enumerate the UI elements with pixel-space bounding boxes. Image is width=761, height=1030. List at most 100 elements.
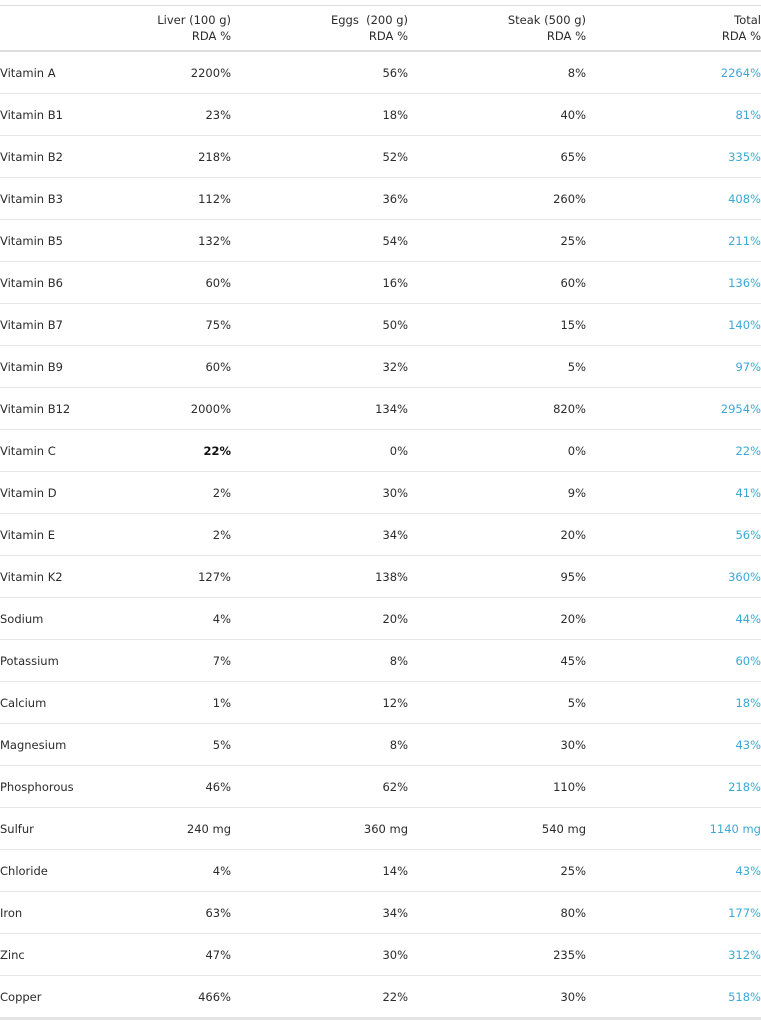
table-row: Zinc 47% 30% 235% 312% — [0, 933, 761, 976]
header-row: Liver (100 g) RDA % Eggs (200 g) RDA % S… — [0, 5, 761, 52]
nutrient-name-cell: Copper — [0, 989, 42, 1004]
nutrient-name-cell: Vitamin B9 — [0, 345, 124, 388]
nutrient-name-cell: Vitamin E — [0, 513, 124, 556]
nutrient-name-cell: Vitamin B3 — [0, 177, 124, 220]
table-row: Vitamin B7 75% 50% 15% 140% — [0, 303, 761, 346]
table-header: Liver (100 g) RDA % Eggs (200 g) RDA % S… — [0, 5, 761, 52]
header-steak-unit: RDA % — [546, 29, 586, 43]
total-rda-cell: 41% — [586, 471, 761, 514]
nutrient-name-cell: Vitamin K2 — [0, 555, 124, 598]
eggs-rda-cell: 0% — [231, 429, 408, 472]
total-rda-cell: 18% — [586, 681, 761, 724]
total-rda-cell: 312% — [586, 933, 761, 976]
header-steak-title: Steak (500 g) — [507, 13, 586, 27]
nutrient-name-cell: Vitamin B7 — [0, 303, 124, 346]
steak-rda-cell: 40% — [408, 93, 586, 136]
total-rda-cell: 43% — [586, 849, 761, 892]
table-row: Vitamin E 2% 34% 20% 56% — [0, 513, 761, 556]
table-row: Vitamin C 22% 0% 0% 22% — [0, 429, 761, 472]
total-rda-cell: 360% — [586, 555, 761, 598]
steak-rda-cell: 65% — [408, 135, 586, 178]
header-total: Total RDA % — [586, 5, 761, 52]
table-body: Vitamin A 2200% 56% 8% 2264% Vitamin B1 23% 18%… — [0, 51, 761, 1019]
total-rda-cell: 408% — [586, 177, 761, 220]
table-row: Vitamin B3 112% 36% 260% 408% — [0, 177, 761, 220]
eggs-rda-cell: 134% — [231, 387, 408, 430]
liver-rda-cell: 2% — [124, 513, 231, 556]
nutrient-name-cell: Sodium — [0, 597, 124, 640]
table-row: Vitamin K2 127% 138% 95% 360% — [0, 555, 761, 598]
table-row: Sodium 4% 20% 20% 44% — [0, 597, 761, 640]
eggs-rda-cell: 16% — [231, 261, 408, 304]
table-row: Potassium 7% 8% 45% 60% — [0, 639, 761, 682]
steak-rda-cell: 30% — [408, 723, 586, 766]
header-liver-title: Liver (100 g) — [157, 13, 231, 27]
steak-rda-cell: 9% — [408, 471, 586, 514]
table-row: Vitamin A 2200% 56% 8% 2264% — [0, 51, 761, 94]
header-total-unit: RDA % — [721, 29, 761, 43]
total-rda-cell: 1140 mg — [586, 807, 761, 850]
liver-rda-cell: 5% — [124, 723, 231, 766]
total-rda-cell: 43% — [586, 723, 761, 766]
nutrient-name-cell: Vitamin C — [0, 429, 124, 472]
total-rda-cell: 56% — [586, 513, 761, 556]
steak-rda-cell: 80% — [408, 891, 586, 934]
table-row: Vitamin D 2% 30% 9% 41% — [0, 471, 761, 514]
header-liver-unit: RDA % — [191, 29, 231, 43]
nutrient-name-cell: Magnesium — [0, 723, 124, 766]
nutrient-name-cell: Zinc — [0, 933, 124, 976]
table-row: Vitamin B9 60% 32% 5% 97% — [0, 345, 761, 388]
liver-rda-cell: 22% — [124, 429, 231, 472]
table-row: Magnesium 5% 8% 30% 43% — [0, 723, 761, 766]
steak-rda-cell: 95% — [408, 555, 586, 598]
liver-rda-cell: 240 mg — [124, 807, 231, 850]
eggs-rda-cell: 8% — [231, 639, 408, 682]
liver-rda-cell: 63% — [124, 891, 231, 934]
nutrient-name-cell: Chloride — [0, 849, 124, 892]
eggs-rda-cell: 14% — [231, 849, 408, 892]
eggs-rda-cell: 62% — [231, 765, 408, 808]
liver-rda-cell: 47% — [124, 933, 231, 976]
nutrient-name-cell: Vitamin A — [0, 51, 124, 94]
eggs-rda-cell: 36% — [231, 177, 408, 220]
rda-table: Liver (100 g) RDA % Eggs (200 g) RDA % S… — [0, 5, 761, 1020]
nutrient-name-cell: Sulfur — [0, 807, 124, 850]
table-row: Vitamin B6 60% 16% 60% 136% — [0, 261, 761, 304]
liver-rda-cell: 2000% — [124, 387, 231, 430]
total-rda-cell: 2954% — [586, 387, 761, 430]
eggs-rda-cell: 56% — [231, 51, 408, 94]
eggs-rda-cell: 20% — [231, 597, 408, 640]
liver-rda-cell: 4% — [124, 597, 231, 640]
eggs-rda-cell: 12% — [231, 681, 408, 724]
steak-rda-cell: 30% — [560, 989, 586, 1004]
eggs-rda-cell: 30% — [231, 471, 408, 514]
table-row: Calcium 1% 12% 5% 18% — [0, 681, 761, 724]
eggs-rda-cell: 18% — [231, 93, 408, 136]
liver-rda-cell: 2% — [124, 471, 231, 514]
total-rda-cell: 136% — [586, 261, 761, 304]
steak-rda-cell: 20% — [408, 513, 586, 556]
steak-rda-cell: 20% — [408, 597, 586, 640]
header-steak: Steak (500 g) RDA % — [408, 5, 586, 52]
eggs-rda-cell: 50% — [231, 303, 408, 346]
liver-rda-cell: 218% — [124, 135, 231, 178]
table-row: Vitamin B2 218% 52% 65% 335% — [0, 135, 761, 178]
total-rda-cell: 44% — [586, 597, 761, 640]
total-rda-cell: 81% — [586, 93, 761, 136]
total-rda-cell: 2264% — [586, 51, 761, 94]
liver-rda-cell: 4% — [124, 849, 231, 892]
total-rda-cell: 211% — [586, 219, 761, 262]
nutrient-name-cell: Vitamin B6 — [0, 261, 124, 304]
liver-rda-cell: 2200% — [124, 51, 231, 94]
table-row: Copper 466% 22% 30% 518% — [0, 976, 761, 1019]
liver-rda-cell: 60% — [124, 261, 231, 304]
liver-rda-cell: 127% — [124, 555, 231, 598]
header-eggs-title: Eggs (200 g) — [330, 13, 408, 27]
nutrient-name-cell: Vitamin B5 — [0, 219, 124, 262]
liver-rda-cell: 7% — [124, 639, 231, 682]
eggs-rda-cell: 30% — [231, 933, 408, 976]
steak-rda-cell: 235% — [408, 933, 586, 976]
liver-rda-cell: 75% — [124, 303, 231, 346]
liver-rda-cell: 132% — [124, 219, 231, 262]
